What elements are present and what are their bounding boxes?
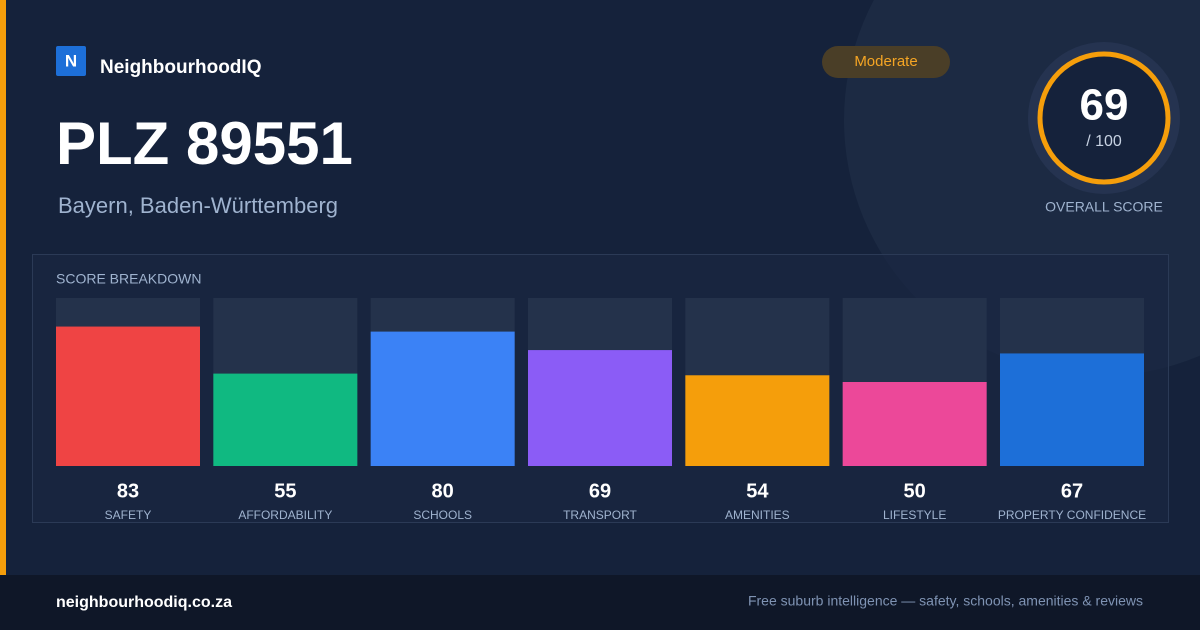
bar-value: 80 — [432, 480, 454, 502]
bar-value: 83 — [117, 480, 139, 502]
bar — [213, 373, 358, 466]
badge-text: Moderate — [854, 53, 917, 70]
bar-label: LIFESTYLE — [883, 508, 946, 522]
badge — [822, 46, 950, 78]
footer-tagline: Free suburb intelligence — safety, schoo… — [748, 593, 1143, 609]
bar-label: AMENITIES — [725, 508, 790, 522]
bar-value: 55 — [274, 480, 296, 502]
page-title: PLZ 89551 — [56, 110, 353, 177]
logo-letter: N — [65, 51, 77, 70]
overall-score: 69 — [1080, 81, 1129, 130]
score-ring — [1037, 51, 1171, 185]
bar — [56, 326, 200, 466]
bar — [842, 382, 987, 466]
bar-value: 69 — [589, 480, 611, 502]
bar-label: AFFORDABILITY — [238, 508, 332, 522]
overall-out-of: / 100 — [1086, 133, 1122, 150]
subtitle: Bayern, Baden-Württemberg — [58, 193, 338, 218]
bar — [370, 331, 515, 466]
footer-site: neighbourhoodiq.co.za — [56, 594, 232, 611]
bar-value: 67 — [1061, 480, 1083, 502]
breakdown-title: SCORE BREAKDOWN — [56, 271, 201, 287]
logo — [56, 46, 86, 76]
footer — [0, 575, 1200, 630]
bar — [1000, 353, 1144, 466]
accent-stripe — [0, 0, 6, 575]
bar-label: TRANSPORT — [563, 508, 637, 522]
bar — [528, 350, 672, 466]
brand-name: NeighbourhoodIQ — [100, 57, 261, 78]
bar-value: 50 — [904, 480, 926, 502]
bar-label: PROPERTY CONFIDENCE — [998, 508, 1146, 522]
bar-label: SAFETY — [105, 508, 152, 522]
bar-label: SCHOOLS — [413, 508, 472, 522]
bar-value: 54 — [746, 480, 769, 502]
bar — [685, 375, 830, 466]
overall-label: OVERALL SCORE — [1045, 199, 1163, 215]
